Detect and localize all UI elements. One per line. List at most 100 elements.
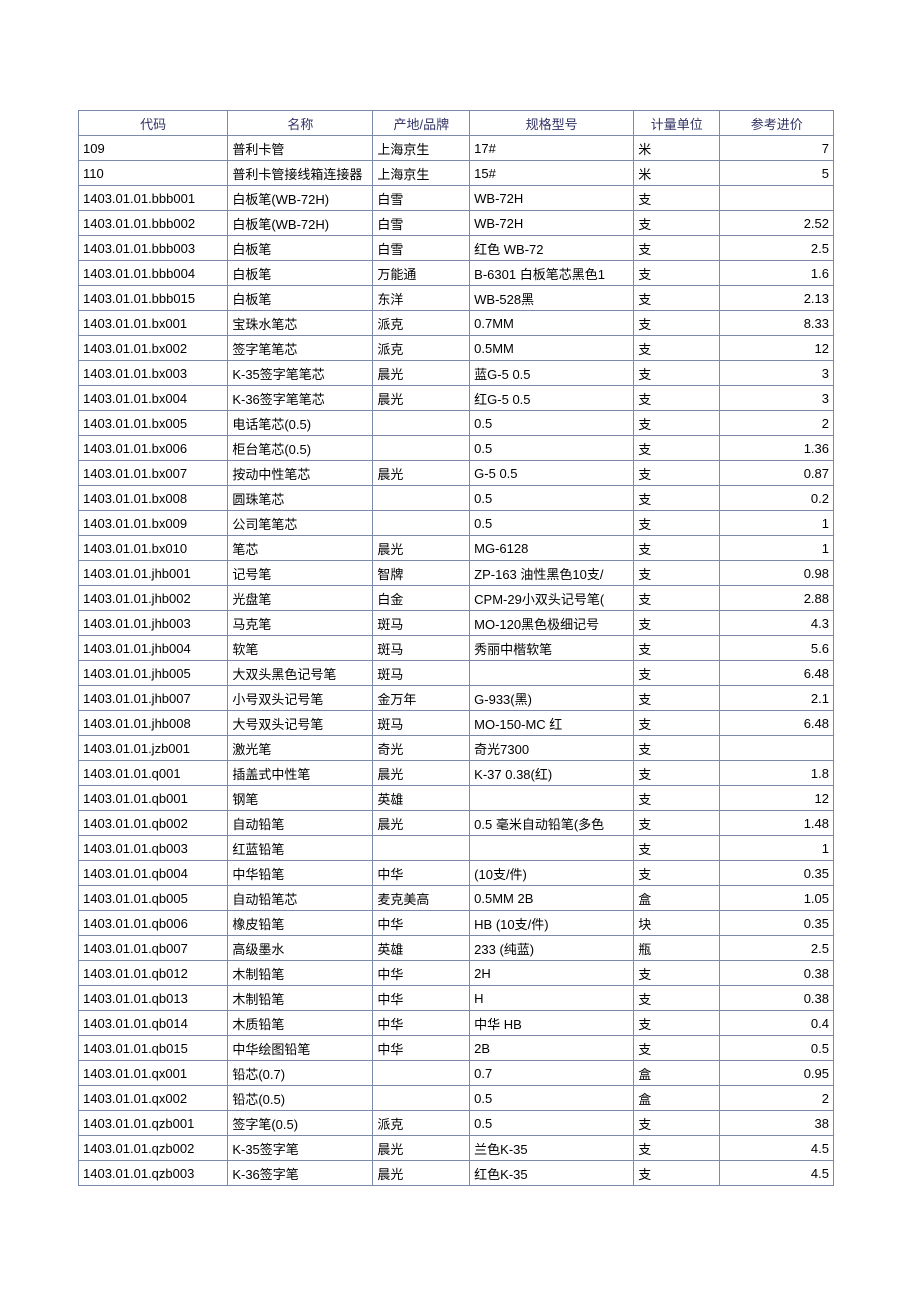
cell-name: 大号双头记号笔 [228, 711, 373, 736]
cell-brand: 斑马 [373, 636, 470, 661]
cell-brand: 晨光 [373, 1136, 470, 1161]
cell-price [720, 736, 834, 761]
cell-name: 钢笔 [228, 786, 373, 811]
cell-brand [373, 511, 470, 536]
cell-name: 中华绘图铅笔 [228, 1036, 373, 1061]
table-row: 1403.01.01.bx006柜台笔芯(0.5)0.5支1.36 [79, 436, 834, 461]
cell-unit: 支 [634, 361, 720, 386]
cell-price: 1 [720, 836, 834, 861]
cell-code: 1403.01.01.bbb001 [79, 186, 228, 211]
header-price: 参考进价 [720, 111, 834, 136]
cell-brand [373, 486, 470, 511]
cell-code: 1403.01.01.qx002 [79, 1086, 228, 1111]
cell-unit: 瓶 [634, 936, 720, 961]
cell-name: 公司笔笔芯 [228, 511, 373, 536]
cell-price: 4.5 [720, 1161, 834, 1186]
cell-price: 0.35 [720, 861, 834, 886]
table-row: 1403.01.01.jhb002光盘笔白金CPM-29小双头记号笔(支2.88 [79, 586, 834, 611]
cell-brand: 晨光 [373, 1161, 470, 1186]
cell-price: 2.88 [720, 586, 834, 611]
cell-brand: 中华 [373, 861, 470, 886]
cell-unit: 支 [634, 686, 720, 711]
cell-unit: 支 [634, 536, 720, 561]
table-row: 1403.01.01.bx005电话笔芯(0.5)0.5支2 [79, 411, 834, 436]
cell-spec: 0.5 毫米自动铅笔(多色 [470, 811, 634, 836]
cell-name: 红蓝铅笔 [228, 836, 373, 861]
table-row: 1403.01.01.qb014木质铅笔中华中华 HB支0.4 [79, 1011, 834, 1036]
cell-spec: 秀丽中楷软笔 [470, 636, 634, 661]
cell-code: 1403.01.01.qb015 [79, 1036, 228, 1061]
cell-spec: MG-6128 [470, 536, 634, 561]
cell-code: 1403.01.01.jhb005 [79, 661, 228, 686]
page: 代码 名称 产地/品牌 规格型号 计量单位 参考进价 109普利卡管上海京生17… [0, 0, 920, 1186]
cell-name: K-35签字笔笔芯 [228, 361, 373, 386]
cell-spec: H [470, 986, 634, 1011]
cell-code: 109 [79, 136, 228, 161]
cell-name: 铅芯(0.7) [228, 1061, 373, 1086]
table-row: 1403.01.01.jhb008大号双头记号笔斑马MO-150-MC 红支6.… [79, 711, 834, 736]
cell-price: 2.5 [720, 936, 834, 961]
cell-brand: 斑马 [373, 611, 470, 636]
cell-name: 按动中性笔芯 [228, 461, 373, 486]
cell-unit: 支 [634, 486, 720, 511]
cell-spec: K-37 0.38(红) [470, 761, 634, 786]
table-row: 1403.01.01.bbb003白板笔白雪红色 WB-72支2.5 [79, 236, 834, 261]
table-row: 1403.01.01.q001插盖式中性笔晨光K-37 0.38(红)支1.8 [79, 761, 834, 786]
cell-brand: 派克 [373, 1111, 470, 1136]
cell-spec: HB (10支/件) [470, 911, 634, 936]
table-row: 1403.01.01.bx010笔芯晨光MG-6128支1 [79, 536, 834, 561]
cell-spec: 0.5 [470, 411, 634, 436]
cell-code: 1403.01.01.bx010 [79, 536, 228, 561]
cell-unit: 支 [634, 436, 720, 461]
table-row: 1403.01.01.qb005自动铅笔芯麦克美高0.5MM 2B盒1.05 [79, 886, 834, 911]
cell-price: 2.13 [720, 286, 834, 311]
cell-code: 1403.01.01.jhb001 [79, 561, 228, 586]
cell-name: 白板笔(WB-72H) [228, 186, 373, 211]
table-row: 110普利卡管接线箱连接器上海京生15#米5 [79, 161, 834, 186]
cell-name: 普利卡管接线箱连接器 [228, 161, 373, 186]
table-row: 1403.01.01.qx001铅芯(0.7)0.7盒0.95 [79, 1061, 834, 1086]
cell-name: 白板笔(WB-72H) [228, 211, 373, 236]
cell-name: 木质铅笔 [228, 1011, 373, 1036]
cell-unit: 盒 [634, 1061, 720, 1086]
cell-price: 0.5 [720, 1036, 834, 1061]
cell-brand [373, 1086, 470, 1111]
cell-brand: 麦克美高 [373, 886, 470, 911]
cell-spec: 2B [470, 1036, 634, 1061]
cell-name: 圆珠笔芯 [228, 486, 373, 511]
header-name: 名称 [228, 111, 373, 136]
table-row: 1403.01.01.bbb001白板笔(WB-72H)白雪WB-72H支 [79, 186, 834, 211]
cell-code: 1403.01.01.qx001 [79, 1061, 228, 1086]
cell-code: 1403.01.01.qb013 [79, 986, 228, 1011]
cell-code: 1403.01.01.qb003 [79, 836, 228, 861]
cell-price: 4.3 [720, 611, 834, 636]
cell-name: 木制铅笔 [228, 986, 373, 1011]
cell-code: 1403.01.01.qzb003 [79, 1161, 228, 1186]
cell-brand: 万能通 [373, 261, 470, 286]
header-row: 代码 名称 产地/品牌 规格型号 计量单位 参考进价 [79, 111, 834, 136]
cell-brand: 晨光 [373, 386, 470, 411]
cell-brand: 晨光 [373, 361, 470, 386]
cell-unit: 支 [634, 761, 720, 786]
table-row: 1403.01.01.qzb001签字笔(0.5)派克0.5支38 [79, 1111, 834, 1136]
table-row: 1403.01.01.qb001钢笔英雄支12 [79, 786, 834, 811]
cell-unit: 盒 [634, 1086, 720, 1111]
cell-brand: 斑马 [373, 661, 470, 686]
cell-spec: 红G-5 0.5 [470, 386, 634, 411]
cell-price: 0.87 [720, 461, 834, 486]
cell-brand: 上海京生 [373, 136, 470, 161]
header-spec: 规格型号 [470, 111, 634, 136]
cell-code: 1403.01.01.jzb001 [79, 736, 228, 761]
cell-price: 1.6 [720, 261, 834, 286]
cell-brand: 英雄 [373, 786, 470, 811]
cell-unit: 支 [634, 511, 720, 536]
cell-code: 1403.01.01.qb002 [79, 811, 228, 836]
cell-name: 记号笔 [228, 561, 373, 586]
cell-brand: 中华 [373, 1036, 470, 1061]
cell-unit: 盒 [634, 886, 720, 911]
cell-price: 5 [720, 161, 834, 186]
cell-code: 1403.01.01.qb014 [79, 1011, 228, 1036]
cell-price: 2 [720, 1086, 834, 1111]
table-row: 1403.01.01.qb002自动铅笔晨光0.5 毫米自动铅笔(多色支1.48 [79, 811, 834, 836]
cell-name: 签字笔(0.5) [228, 1111, 373, 1136]
